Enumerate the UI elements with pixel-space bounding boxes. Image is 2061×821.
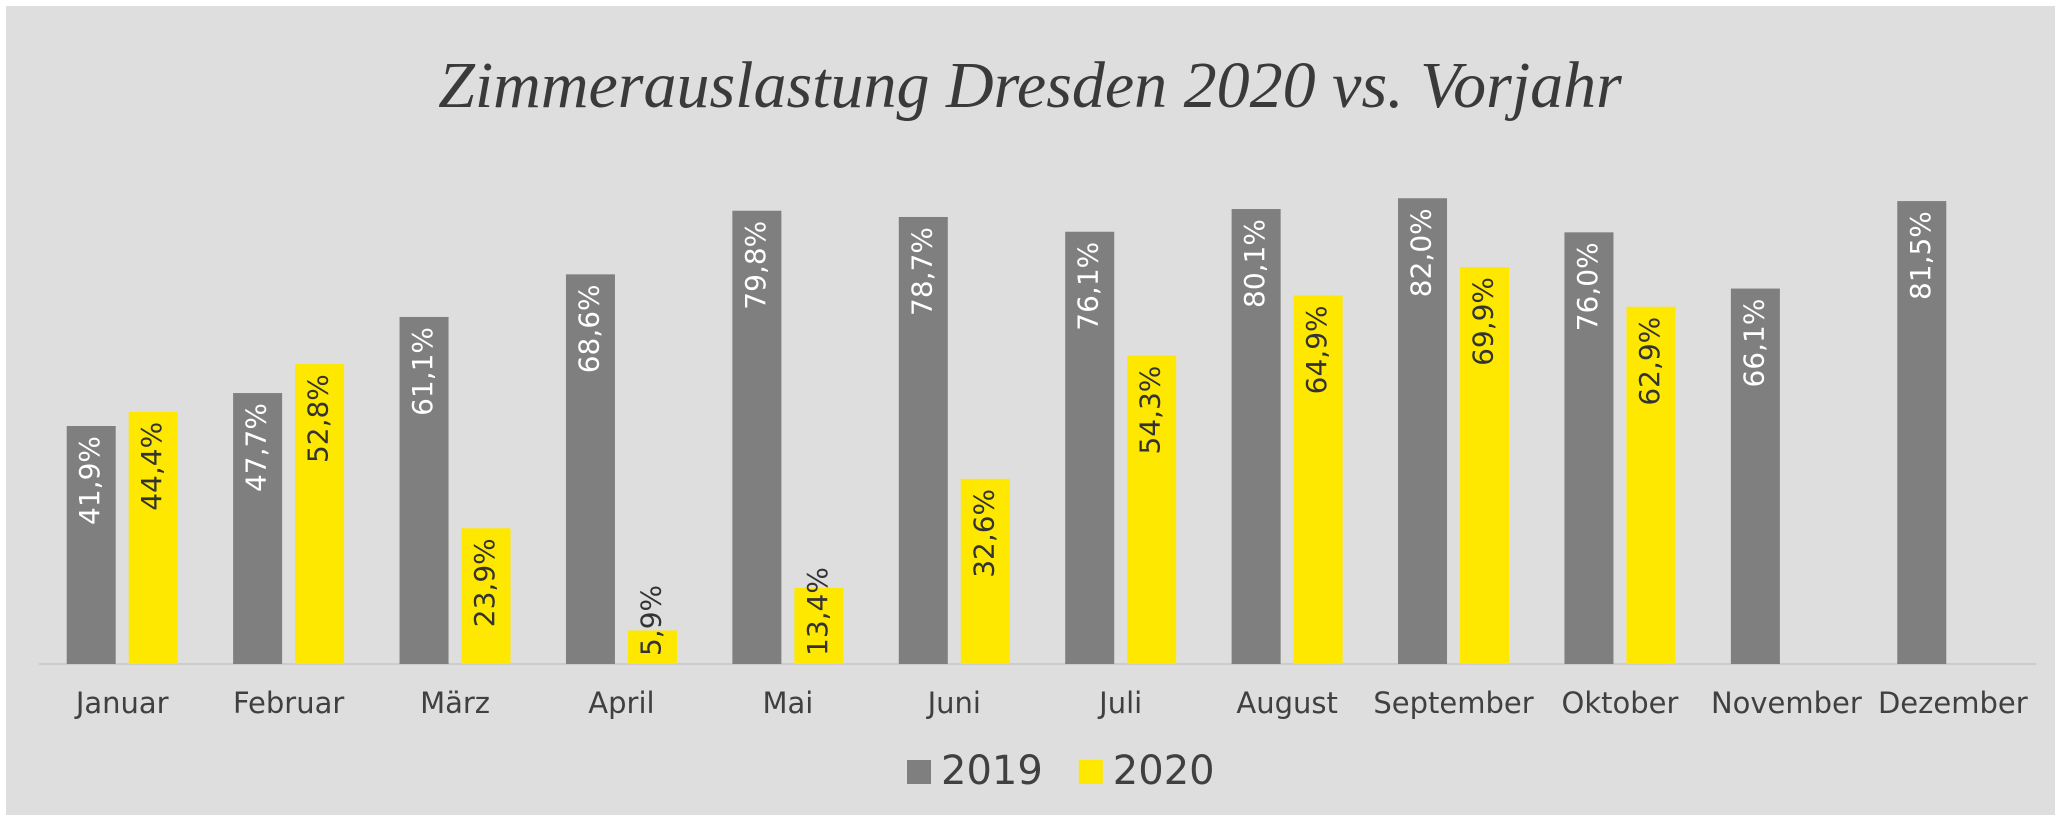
x-tick-label: April: [588, 686, 654, 720]
x-tick-label: März: [420, 686, 490, 720]
data-label: 5,9%: [634, 585, 667, 656]
data-label: 76,0%: [1571, 242, 1604, 331]
data-label: 78,7%: [905, 227, 938, 316]
data-label: 13,4%: [801, 567, 834, 656]
data-label: 61,1%: [406, 327, 439, 416]
data-label: 76,1%: [1072, 242, 1105, 331]
bar: [1398, 198, 1448, 665]
data-label: 81,5%: [1904, 211, 1937, 300]
bar: [1460, 266, 1510, 664]
data-label: 66,1%: [1737, 299, 1770, 388]
data-label: 80,1%: [1238, 219, 1271, 308]
bar: [1730, 288, 1780, 664]
legend-label: 2020: [1113, 748, 1215, 794]
bar: [898, 216, 948, 664]
data-label: 32,6%: [967, 489, 1000, 578]
x-tick-label: Dezember: [1878, 686, 2028, 720]
data-label: 23,9%: [468, 538, 501, 627]
data-label: 82,0%: [1405, 208, 1438, 297]
data-label: 52,8%: [302, 374, 335, 463]
data-label: 69,9%: [1467, 277, 1500, 366]
bar: [1564, 232, 1614, 664]
x-tick-label: Februar: [233, 686, 344, 720]
data-label: 54,3%: [1134, 366, 1167, 455]
bar: [960, 478, 1010, 664]
bar: [627, 630, 677, 664]
bar: [66, 426, 116, 664]
x-tick-label: November: [1711, 686, 1862, 720]
legend-swatch: [1078, 760, 1103, 784]
bar: [1897, 201, 1947, 664]
x-tick-label: Juli: [1097, 686, 1142, 720]
chart-title: Zimmerauslastung Dresden 2020 vs. Vorjah…: [438, 49, 1622, 122]
x-tick-label: Juni: [926, 686, 981, 720]
legend-label: 2019: [941, 748, 1043, 794]
data-label: 64,9%: [1300, 305, 1333, 394]
bar: [1293, 295, 1343, 664]
bar: [461, 528, 511, 664]
bar: [1127, 355, 1177, 664]
bar: [565, 274, 615, 664]
x-tick-label: Oktober: [1562, 686, 1679, 720]
data-label: 44,4%: [135, 422, 168, 511]
bar: [732, 210, 782, 664]
bar: [1231, 209, 1281, 665]
data-label: 62,9%: [1633, 317, 1666, 406]
bar: [295, 364, 345, 664]
bar: [233, 393, 283, 664]
data-label: 47,7%: [240, 403, 273, 492]
data-label: 79,8%: [739, 221, 772, 310]
x-tick-label: Mai: [762, 686, 813, 720]
legend-swatch: [907, 760, 931, 784]
bar: [794, 587, 844, 664]
bar: [128, 411, 178, 664]
data-label: 68,6%: [572, 284, 605, 373]
data-label: 41,9%: [73, 436, 106, 525]
x-tick-label: Januar: [74, 686, 169, 720]
bar: [1065, 231, 1115, 664]
x-tick-label: September: [1373, 686, 1533, 720]
x-tick-label: August: [1236, 686, 1338, 720]
bar: [1626, 306, 1676, 664]
bar: [399, 316, 449, 664]
